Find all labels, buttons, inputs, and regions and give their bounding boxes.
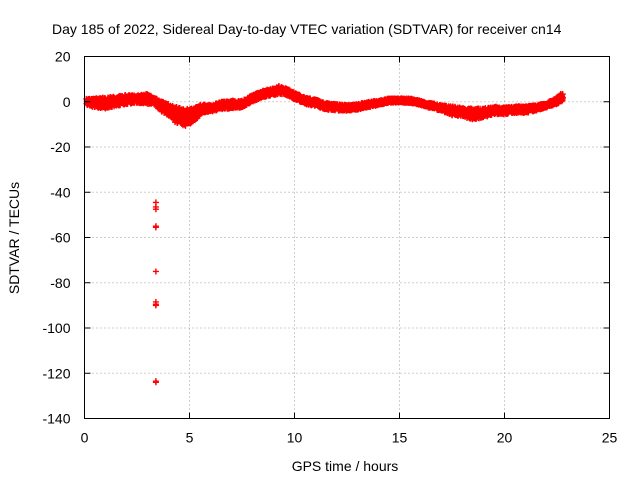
data-point — [152, 206, 159, 213]
x-tick-label: 15 — [392, 430, 408, 446]
y-tick-label: -80 — [50, 275, 70, 291]
y-tick-label: -20 — [50, 139, 70, 155]
y-tick-label: 0 — [63, 94, 71, 110]
axis-ticks: 0 5 10 15 20 25 20 0 -20 -40 -60 -80 -100 -120 -140 — [42, 49, 617, 446]
y-tick-label: -100 — [42, 320, 70, 336]
x-axis-label: GPS time / hours — [292, 458, 399, 474]
data-point — [152, 268, 159, 275]
x-tick-label: 0 — [81, 430, 89, 446]
y-tick-label: -60 — [50, 230, 70, 246]
x-tick-label: 5 — [186, 430, 194, 446]
chart-title: Day 185 of 2022, Sidereal Day-to-day VTE… — [52, 21, 562, 37]
data-points — [83, 83, 566, 386]
y-tick-label: -120 — [42, 365, 70, 381]
y-axis-label: SDTVAR / TECUs — [6, 182, 22, 294]
x-tick-label: 25 — [602, 430, 618, 446]
data-point — [152, 224, 159, 231]
y-tick-label: 20 — [55, 49, 71, 65]
data-point — [152, 302, 159, 309]
y-tick-label: -140 — [42, 411, 70, 427]
data-point — [152, 379, 159, 386]
x-tick-label: 20 — [497, 430, 513, 446]
y-tick-label: -40 — [50, 184, 70, 200]
data-point — [559, 94, 566, 101]
x-tick-label: 10 — [287, 430, 303, 446]
